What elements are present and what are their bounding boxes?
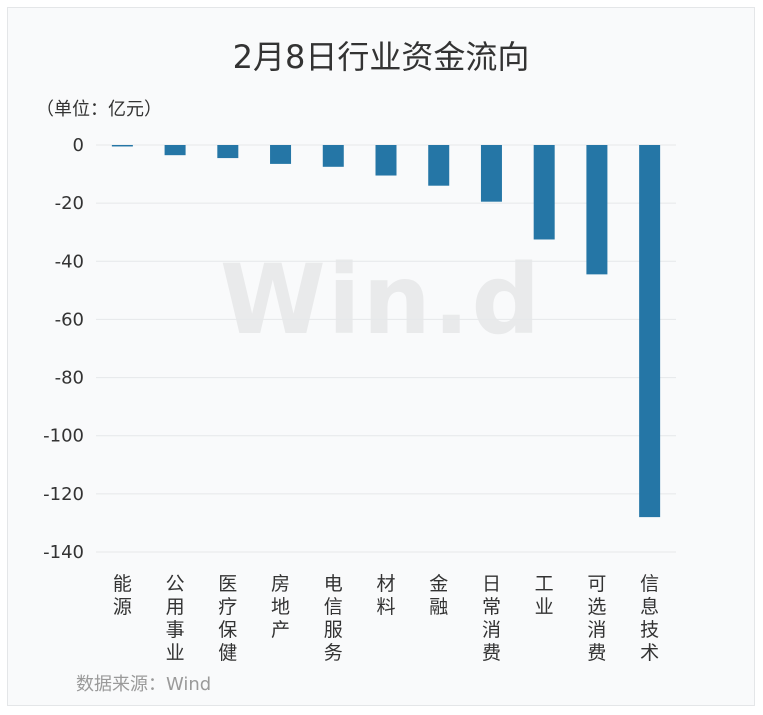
bar [533, 145, 555, 240]
x-category-label: 可选消费 [587, 573, 606, 664]
chart-title: 2月8日行业资金流向 [233, 38, 530, 76]
bar [639, 145, 661, 518]
y-tick-label: -40 [55, 251, 84, 272]
y-tick-label: -100 [43, 426, 84, 447]
watermark: Win.d [220, 244, 542, 356]
chart-panel: Win.d 2月8日行业资金流向 （单位：亿元） 0 -20 -40 -60 -80 -1… [7, 7, 755, 706]
x-category-label: 公用事业 [166, 573, 185, 664]
x-category-label: 能源 [113, 573, 132, 618]
x-category-label: 材料 [376, 573, 395, 618]
bar [322, 145, 344, 167]
bar [428, 145, 450, 186]
y-axis-ticks: 0 -20 -40 -60 -80 -100 -120 -140 [43, 135, 84, 563]
y-tick-label: -120 [43, 484, 84, 505]
y-tick-label: -80 [55, 368, 84, 389]
y-tick-label: -20 [55, 193, 84, 214]
x-category-label: 电信服务 [324, 573, 343, 664]
bar [375, 145, 397, 176]
bar [480, 145, 502, 202]
bar [270, 145, 292, 164]
x-category-label: 金融 [429, 573, 448, 618]
bar [111, 145, 133, 147]
y-tick-label: 0 [73, 135, 84, 156]
bar-chart: Win.d 2月8日行业资金流向 （单位：亿元） 0 -20 -40 -60 -80 -1… [36, 38, 676, 695]
bars [111, 145, 661, 518]
x-category-label: 工业 [535, 573, 554, 618]
gridlines [96, 144, 676, 553]
bar [586, 145, 608, 275]
y-tick-label: -140 [43, 542, 84, 563]
source-note: 数据来源：Wind [76, 674, 211, 695]
x-category-label: 医疗保健 [218, 573, 237, 664]
bar [217, 145, 239, 159]
bar [164, 145, 186, 156]
x-category-label: 信息技术 [640, 573, 659, 664]
x-category-label: 房地产 [271, 573, 290, 641]
x-category-label: 日常消费 [482, 573, 501, 664]
unit-label: （单位：亿元） [36, 99, 162, 120]
y-tick-label: -60 [55, 309, 84, 330]
